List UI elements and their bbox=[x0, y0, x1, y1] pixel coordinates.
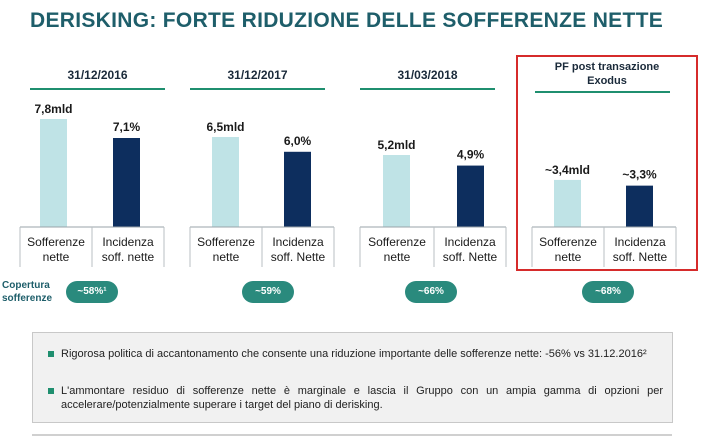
note-text: Rigorosa politica di accantonamento che … bbox=[61, 348, 647, 360]
category-label-incidenza: soff. nette bbox=[102, 250, 155, 264]
pf-label-line2: Exodus bbox=[587, 75, 627, 87]
period-label-2017: 31/12/2017 bbox=[227, 68, 288, 82]
period-underline bbox=[360, 88, 495, 90]
category-label-incidenza: Incidenza bbox=[272, 235, 324, 249]
data-label-sofferenze: 5,2mld bbox=[377, 138, 415, 152]
footer-line bbox=[32, 434, 672, 436]
data-label-sofferenze: ~3,4mld bbox=[545, 163, 590, 177]
pf-label-line1: PF post transazione bbox=[554, 61, 660, 73]
bar-sofferenze-nette bbox=[554, 179, 581, 227]
copertura-label-line1: Copertura bbox=[2, 280, 50, 291]
copertura-label-line2: sofferenze bbox=[2, 293, 53, 304]
notes-box: Rigorosa politica di accantonamento che … bbox=[32, 332, 673, 423]
data-label-incidenza: 7,1% bbox=[113, 120, 141, 134]
period-underline bbox=[190, 88, 325, 90]
copertura-badge-2017: ~59% bbox=[242, 281, 294, 303]
copertura-badge-2016: ~58%¹ bbox=[66, 281, 118, 303]
data-label-incidenza: 6,0% bbox=[284, 134, 312, 148]
data-label-incidenza: 4,9% bbox=[457, 148, 485, 162]
pf-highlight-box bbox=[516, 55, 698, 271]
category-label-incidenza: soff. Nette bbox=[443, 250, 498, 264]
data-label-sofferenze: 6,5mld bbox=[206, 120, 244, 134]
page-title: DERISKING: FORTE RIDUZIONE DELLE SOFFERE… bbox=[30, 9, 664, 32]
period-label-2018: 31/03/2018 bbox=[397, 68, 458, 82]
category-label-sofferenze: Sofferenze bbox=[197, 235, 255, 249]
category-label-sofferenze: nette bbox=[555, 250, 582, 264]
note-text: L'ammontare residuo di sofferenze nette … bbox=[61, 385, 663, 411]
period-underline bbox=[30, 88, 165, 90]
copertura-label: Copertura sofferenze bbox=[2, 279, 52, 305]
bar-incidenza-soff-nette bbox=[457, 165, 484, 227]
bar-sofferenze-nette bbox=[40, 119, 67, 227]
period-label-2016: 31/12/2016 bbox=[67, 68, 128, 82]
bullet-square-icon bbox=[48, 388, 54, 394]
category-label-sofferenze: nette bbox=[213, 250, 240, 264]
category-label-sofferenze: Sofferenze bbox=[27, 235, 85, 249]
category-label-incidenza: Incidenza bbox=[102, 235, 154, 249]
bar-sofferenze-nette bbox=[212, 137, 239, 227]
period-underline bbox=[535, 91, 670, 93]
copertura-badge-pf: ~68% bbox=[582, 281, 634, 303]
category-label-incidenza: Incidenza bbox=[444, 235, 496, 249]
bar-incidenza-soff-nette bbox=[113, 138, 140, 227]
bullet-square-icon bbox=[48, 351, 54, 357]
bar-chart: 7,8mld7,1%SofferenzenetteIncidenzasoff. … bbox=[19, 102, 677, 267]
category-label-incidenza: Incidenza bbox=[614, 235, 666, 249]
copertura-badge-2018: ~66% bbox=[405, 281, 457, 303]
category-label-incidenza: soff. Nette bbox=[271, 250, 326, 264]
data-label-sofferenze: 7,8mld bbox=[34, 102, 72, 116]
pf-period-label: PF post transazione Exodus bbox=[522, 60, 692, 88]
note-bullet: L'ammontare residuo di sofferenze nette … bbox=[48, 384, 663, 412]
category-label-sofferenze: nette bbox=[43, 250, 70, 264]
category-label-incidenza: soff. Nette bbox=[613, 250, 668, 264]
bar-incidenza-soff-nette bbox=[284, 151, 311, 227]
footer-footnote-fragment bbox=[32, 434, 672, 436]
note-bullet: Rigorosa politica di accantonamento che … bbox=[48, 347, 663, 361]
category-label-sofferenze: Sofferenze bbox=[539, 235, 597, 249]
category-label-sofferenze: nette bbox=[384, 250, 411, 264]
category-label-sofferenze: Sofferenze bbox=[368, 235, 426, 249]
bar-sofferenze-nette bbox=[383, 155, 410, 227]
bar-incidenza-soff-nette bbox=[626, 185, 653, 227]
data-label-incidenza: ~3,3% bbox=[622, 168, 657, 182]
